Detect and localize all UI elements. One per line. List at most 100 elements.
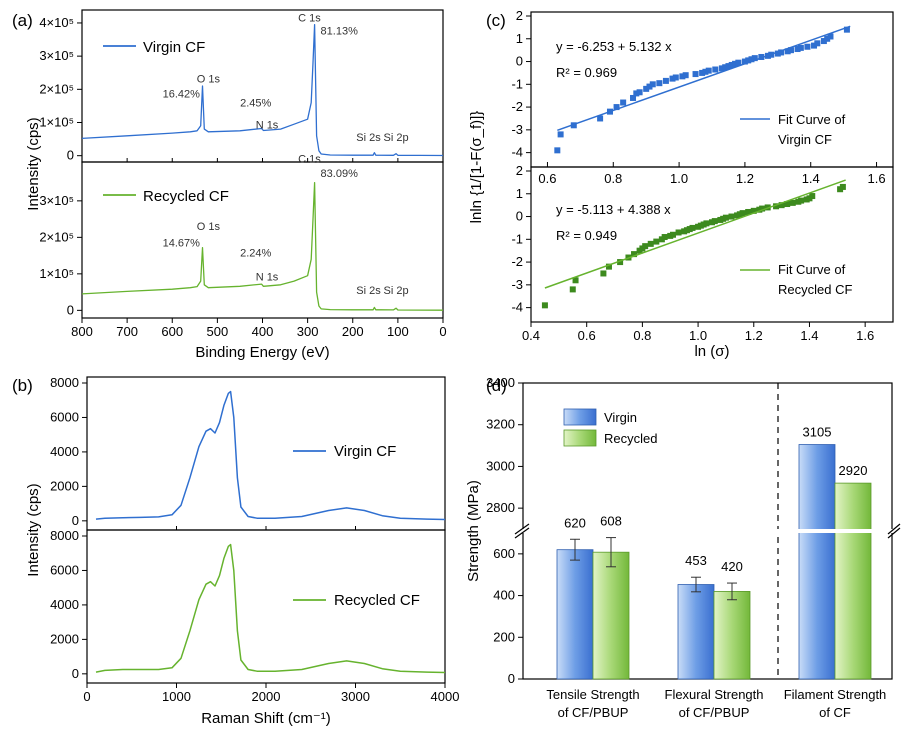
panel-c-label: (c) (486, 11, 506, 30)
panel-a-x-tick-label: 0 (439, 324, 446, 339)
panel-c-recycled-point (728, 213, 735, 220)
panel-b-virgin-line (95, 390, 446, 521)
panel-d-recycled-bar-value-label: 2920 (839, 463, 868, 478)
panel-d-virgin-bar (798, 444, 836, 680)
panel-d-category-label: of CF/PBUP (679, 705, 750, 720)
panel-b-bottom-y-tick-label: 8000 (50, 528, 79, 543)
panel-c-top-y-tick-label: -2 (511, 99, 523, 114)
panel-c-virgin-fit-line (557, 25, 851, 132)
panel-d-lower-y-tick-label: 0 (508, 671, 515, 686)
panel-a-virgin-line (81, 23, 444, 157)
panel-b-recycled-line (95, 543, 446, 674)
panel-c-recycled-point (745, 208, 752, 215)
panel-a-bottom-y-tick-label: 1×10⁵ (39, 266, 74, 281)
panel-c-virgin-point (679, 73, 686, 80)
panel-d-lower-y-tick-label: 400 (493, 588, 515, 603)
panel-c-recycled-point (572, 277, 579, 284)
panel-c-bottom-frame (530, 166, 894, 323)
panel-a-top-y-tick-label: 1×10⁵ (39, 115, 74, 130)
panel-c-bottom-x-tick-label: 1.4 (800, 328, 818, 343)
panel-b-x-axis-label: Raman Shift (cm⁻¹) (201, 710, 331, 727)
panel-c-recycled-fit-legend-label-2: Recycled CF (778, 282, 852, 297)
panel-a-x-tick-label: 500 (207, 324, 229, 339)
panel-c-virgin-point (732, 60, 739, 67)
panel-c-top-x-tick-label: 1.0 (670, 171, 688, 186)
panel-a-top-y-tick-label: 2×10⁵ (39, 81, 74, 96)
panel-c-virgin-point (692, 71, 699, 78)
panel-a-virgin-legend-label: Virgin CF (143, 39, 205, 56)
panel-c-recycled-point (703, 220, 710, 227)
panel-d-category-label: of CF/PBUP (558, 705, 629, 720)
panel-b-x-tick-label: 1000 (162, 689, 191, 704)
panel-c-virgin-point (597, 115, 604, 122)
panel-c-virgin-point (748, 56, 755, 63)
panel-c-virgin-point (778, 49, 785, 56)
panel-a-x-tick-label: 600 (161, 324, 183, 339)
panel-c-virgin-point (636, 89, 643, 96)
panel-d-virgin-bar-value-label: 453 (685, 553, 707, 568)
panel-c-recycled-point (722, 214, 729, 221)
panel-c-virgin-point (649, 81, 656, 88)
panel-c-bottom-y-tick-label: 1 (516, 186, 523, 201)
panel-c-virgin-fit-legend-label-2: Virgin CF (778, 132, 832, 147)
panel-b-x-tick-label: 0 (83, 689, 90, 704)
panel-a-x-tick-label: 300 (297, 324, 319, 339)
panel-d-lower-y-tick-label: 600 (493, 546, 515, 561)
panel-a-label: (a) (12, 11, 33, 30)
panel-a-virgin-annotation: 81.13% (321, 26, 359, 38)
panel-c-bottom-y-tick-label: 0 (516, 209, 523, 224)
panel-c-virgin-point (662, 77, 669, 84)
panel-c-bottom-y-tick-label: -4 (511, 300, 523, 315)
panel-a-bottom-y-tick-label: 0 (67, 302, 74, 317)
panel-c-bottom-x-tick-label: 0.4 (522, 328, 540, 343)
panel-c-recycled-point (759, 205, 766, 212)
panel-d-virgin-bar (677, 584, 715, 680)
panel-c-recycled-point (642, 243, 649, 250)
panel-a-x-axis-label: Binding Energy (eV) (195, 344, 329, 361)
panel-c-virgin-point (699, 69, 706, 76)
panel-a-recycled-line (81, 181, 444, 311)
panel-d-virgin-bar (556, 549, 594, 680)
panel-d-recycled-bar-value-label: 420 (721, 559, 743, 574)
panel-c-virgin-point (705, 67, 712, 74)
panel-d-label: (d) (486, 376, 507, 395)
panel-d-virgin-legend-swatch (563, 408, 597, 426)
panel-c-top-y-tick-label: -4 (511, 145, 523, 160)
panel-a-recycled-legend-label: Recycled CF (143, 188, 229, 205)
panel-c-recycled-fit-legend-label: Fit Curve of (778, 262, 846, 277)
panel-a-top-y-tick-label: 4×10⁵ (39, 15, 74, 30)
panel-a-x-tick-label: 700 (116, 324, 138, 339)
panel-c-virgin-equation: y = -6.253 + 5.132 x (556, 39, 672, 54)
panel-c-bottom-x-tick-label: 0.8 (633, 328, 651, 343)
panel-c-recycled-point (711, 218, 718, 225)
panel-d-recycled-legend-label: Recycled (604, 431, 657, 446)
panel-c-virgin-point (797, 44, 804, 51)
panel-c-virgin-fit-legend-label: Fit Curve of (778, 112, 846, 127)
panel-c-virgin-r2: R² = 0.969 (556, 65, 617, 80)
panel-c-virgin-point (735, 59, 742, 66)
panel-c-virgin-point (554, 147, 561, 154)
panel-c-recycled-point (739, 210, 746, 217)
panel-d-virgin-legend-label: Virgin (604, 410, 637, 425)
panel-c-top-x-tick-label: 1.6 (868, 171, 886, 186)
panel-b-top-y-tick-label: 8000 (50, 375, 79, 390)
panel-b-bottom-y-tick-label: 0 (72, 666, 79, 681)
panel-d-upper-y-tick-label: 3000 (486, 458, 515, 473)
panel-c-bottom-y-tick-label: -2 (511, 254, 523, 269)
panel-c-virgin-point (646, 83, 653, 90)
panel-c-bottom-x-tick-label: 1.2 (745, 328, 763, 343)
panel-c-recycled-equation: y = -5.113 + 4.388 x (556, 202, 671, 217)
panel-c-recycled-point (647, 240, 654, 247)
panel-c-top-y-tick-label: 1 (516, 31, 523, 46)
panel-a-virgin-annotation: C 1s (298, 12, 321, 24)
panel-c-y-axis-label: lnln {1/[1-F(σ_f)]} (468, 111, 485, 224)
panel-b-bottom-y-tick-label: 4000 (50, 597, 79, 612)
panel-b-bottom-y-tick-label: 6000 (50, 562, 79, 577)
panel-c-recycled-point (670, 231, 677, 238)
panel-c-virgin-point (722, 64, 729, 71)
panel-b-y-axis-label: Intensity (cps) (25, 483, 42, 576)
panel-d-recycled-bar (592, 551, 630, 680)
panel-a-bottom-y-tick-label: 3×10⁵ (39, 193, 74, 208)
panel-c-virgin-point (827, 33, 834, 40)
